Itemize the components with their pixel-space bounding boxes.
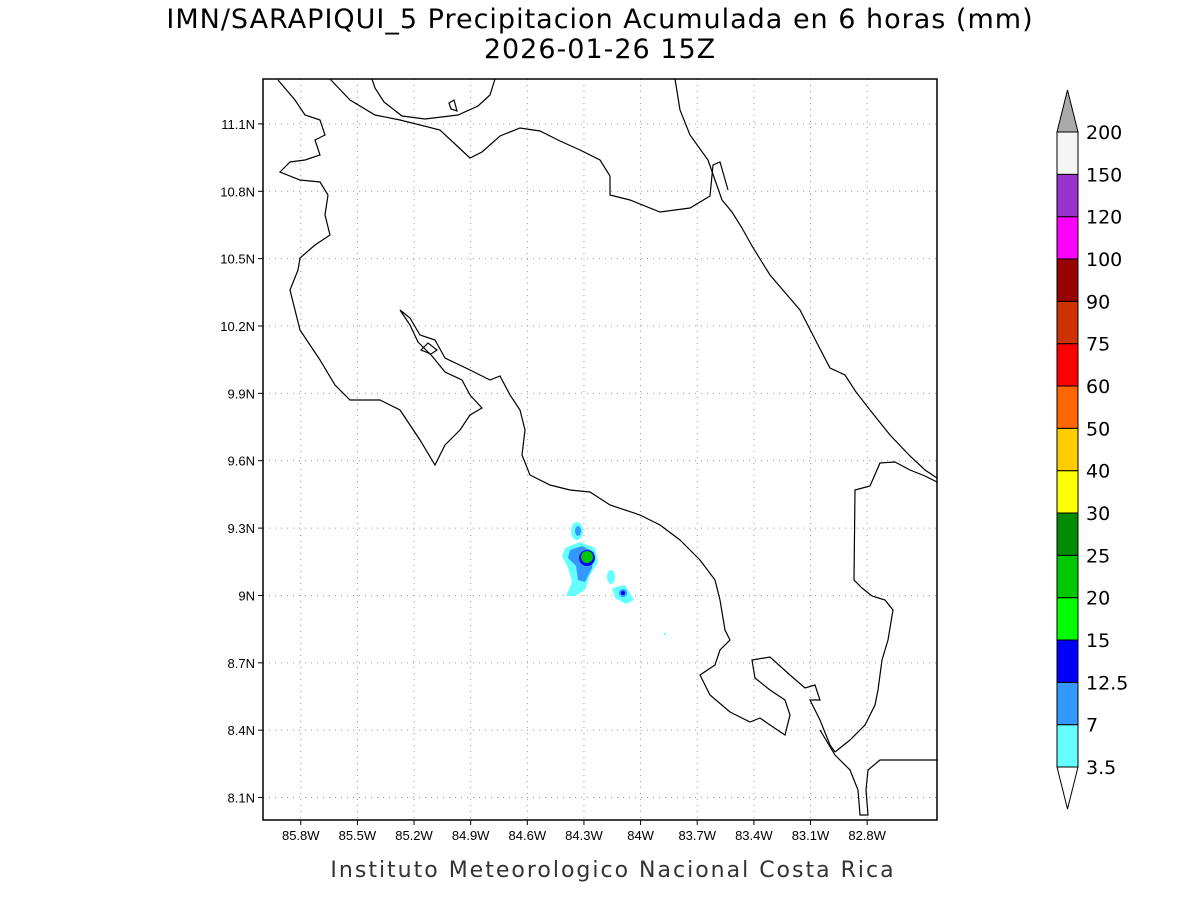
colorbar-segment	[1056, 173, 1079, 218]
colorbar-segment	[1056, 385, 1079, 429]
colorbar-segment	[1056, 597, 1079, 641]
y-tick-label: 8.7N	[228, 656, 255, 671]
colorbar-over	[1056, 89, 1079, 133]
colorbar-label: 150	[1086, 164, 1122, 186]
y-tick-label: 9.3N	[228, 521, 255, 536]
colorbar-segment	[1056, 216, 1079, 260]
map-frame	[262, 78, 938, 821]
y-tick-label: 10.5N	[220, 252, 255, 267]
colorbar-segment	[1056, 131, 1079, 175]
x-tick-label: 83.4W	[735, 828, 773, 843]
y-tick-label: 8.1N	[228, 791, 255, 806]
precipitation	[562, 522, 666, 635]
colorbar-segment	[1056, 724, 1079, 768]
x-tick-label: 83.1W	[792, 828, 830, 843]
colorbar-label: 12.5	[1086, 672, 1128, 694]
colorbar-segment	[1056, 470, 1079, 514]
colorbar-label: 120	[1086, 207, 1122, 229]
colorbar-segment	[1056, 554, 1079, 599]
colorbar-label: 50	[1086, 418, 1110, 440]
y-tick-label: 9N	[238, 588, 255, 603]
colorbar-label: 100	[1086, 249, 1122, 271]
colorbar-label: 30	[1086, 503, 1110, 525]
colorbar-label: 200	[1086, 122, 1122, 144]
x-tick-label: 85.2W	[395, 828, 433, 843]
colorbar-segment	[1056, 300, 1079, 345]
colorbar: 3.5 7 12.5 15 20 25 30 40 50 60 75 90 100 120 150 200	[1056, 89, 1128, 810]
x-tick-label: 82.8W	[848, 828, 886, 843]
colorbar-label: 15	[1086, 630, 1110, 652]
map-title: IMN/SARAPIQUI_5 Precipitacion Acumulada …	[166, 4, 1033, 35]
colorbar-label: 20	[1086, 588, 1110, 610]
grid	[263, 79, 937, 820]
footer: Instituto Meteorologico Nacional Costa R…	[330, 858, 895, 883]
x-tick-label: 85.5W	[339, 828, 377, 843]
y-tick-label: 10.8N	[220, 184, 255, 199]
x-tick-label: 85.8W	[282, 828, 320, 843]
y-tick-label: 8.4N	[228, 723, 255, 738]
colorbar-segment	[1056, 639, 1079, 683]
x-tick-label: 83.7W	[678, 828, 716, 843]
x-tick-label: 84.6W	[509, 828, 547, 843]
colorbar-label: 40	[1086, 461, 1110, 483]
y-tick-label: 11.1N	[221, 117, 255, 132]
map-subtitle: 2026-01-26 15Z	[484, 34, 716, 65]
y-tick-label: 9.9N	[228, 386, 255, 401]
colorbar-label: 3.5	[1086, 757, 1116, 779]
y-tick-label: 9.6N	[228, 454, 255, 469]
colorbar-segment	[1056, 512, 1079, 556]
colorbar-segment	[1056, 427, 1079, 472]
colorbar-label: 7	[1086, 715, 1098, 737]
y-tick-label: 10.2N	[220, 319, 255, 334]
colorbar-label: 90	[1086, 291, 1110, 313]
x-tick-label: 84.9W	[452, 828, 490, 843]
coastline	[277, 78, 938, 816]
x-tick-label: 84.3W	[565, 828, 603, 843]
colorbar-label: 75	[1086, 334, 1110, 356]
x-tick-label: 84W	[627, 828, 654, 843]
colorbar-segment	[1056, 343, 1079, 387]
colorbar-segment	[1056, 258, 1079, 302]
colorbar-label: 60	[1086, 376, 1110, 398]
colorbar-segment	[1056, 681, 1079, 726]
colorbar-under	[1056, 766, 1079, 810]
colorbar-label: 25	[1086, 545, 1110, 567]
